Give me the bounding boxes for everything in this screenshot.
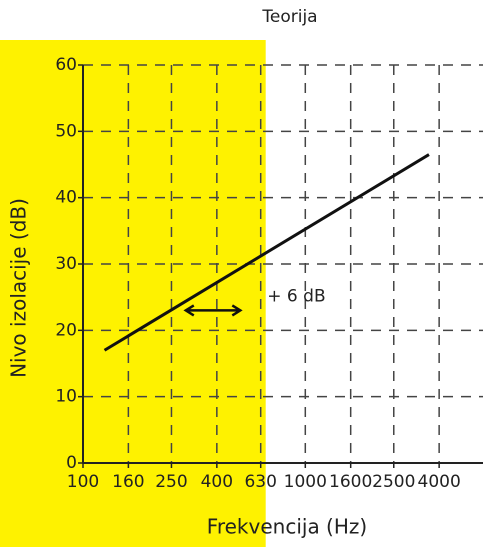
annotation-text: + 6 dB — [267, 286, 325, 306]
x-tick-label: 100 — [67, 472, 99, 492]
x-tick-label: 1600 — [329, 472, 372, 492]
x-axis-label: Frekvencija (Hz) — [207, 515, 367, 539]
line — [103, 153, 430, 352]
x-tick-label: 400 — [201, 472, 233, 492]
x-tick-label: 1000 — [284, 472, 327, 492]
x-tick-label: 250 — [155, 472, 187, 492]
y-tick-label: 50 — [55, 121, 77, 141]
y-tick-label: 40 — [55, 188, 77, 208]
y-tick-label: 0 — [66, 453, 77, 473]
x-tick-label: 4000 — [418, 472, 461, 492]
x-tick-label: 160 — [112, 472, 144, 492]
y-tick-label: 10 — [55, 387, 77, 407]
y-tick-label: 30 — [55, 254, 77, 274]
y-tick-label: 20 — [55, 320, 77, 340]
y-tick-label: 60 — [55, 55, 77, 75]
annotation-arrow — [183, 304, 243, 317]
highlight-band — [0, 40, 266, 547]
y-axis-label: Nivo izolacije (dB) — [7, 198, 31, 378]
x-tick-label: 2500 — [372, 472, 415, 492]
chart-title: Teorija — [261, 7, 317, 27]
x-tick-label: 630 — [244, 472, 276, 492]
